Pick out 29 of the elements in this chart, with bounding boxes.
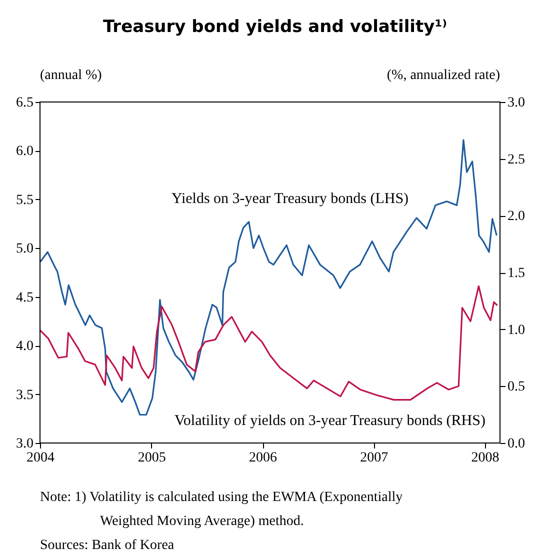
- x-tick-label: 2005: [138, 450, 166, 466]
- y2-tick-label: 1.0: [508, 322, 525, 338]
- y2-tick-label: 1.5: [508, 266, 525, 281]
- x-tick-label: 2008: [471, 450, 500, 466]
- text: Note: 1) Volatility is calculated using the EWMA (Exponentially Weighted Moving Average) method.: [40, 490, 403, 529]
- y-axis-title: (annual %): [40, 68, 102, 83]
- y-tick-label: 4.5: [16, 290, 34, 306]
- series-label: Volatility of yields on 3-year Treasury bonds (RHS): [174, 413, 486, 429]
- y2-tick-label: 2.0: [508, 209, 525, 224]
- x-tick-label: 2007: [360, 450, 388, 466]
- line-series: [40, 285, 498, 401]
- x-tick-label: 2004: [26, 450, 54, 466]
- y-tick-label: 3.0: [16, 436, 34, 452]
- y-tick-label: 5.0: [16, 242, 34, 257]
- y-tick-label: 5.5: [16, 192, 34, 208]
- y2-tick-label: 0.5: [508, 380, 525, 395]
- y2-axis-title: (%, annualized rate): [386, 68, 500, 83]
- line-series: [40, 139, 498, 416]
- x-tick-label: 2006: [249, 450, 278, 466]
- y-tick-label: 3.5: [16, 388, 34, 403]
- y-tick-label: 4.0: [16, 339, 34, 354]
- chart-title: Treasury bond yields and volatility¹⁾: [102, 17, 448, 37]
- y-tick-label: 6.0: [16, 144, 34, 160]
- y2-tick-label: 2.5: [508, 152, 525, 168]
- y2-tick-label: 3.0: [508, 96, 525, 110]
- source-note: Sources: Bank of Korea: [40, 538, 175, 553]
- y2-tick-label: 0.0: [508, 436, 525, 452]
- y-tick-label: 6.5: [16, 96, 34, 110]
- series-label: Yields on 3-year Treasury bonds (LHS): [171, 191, 409, 207]
